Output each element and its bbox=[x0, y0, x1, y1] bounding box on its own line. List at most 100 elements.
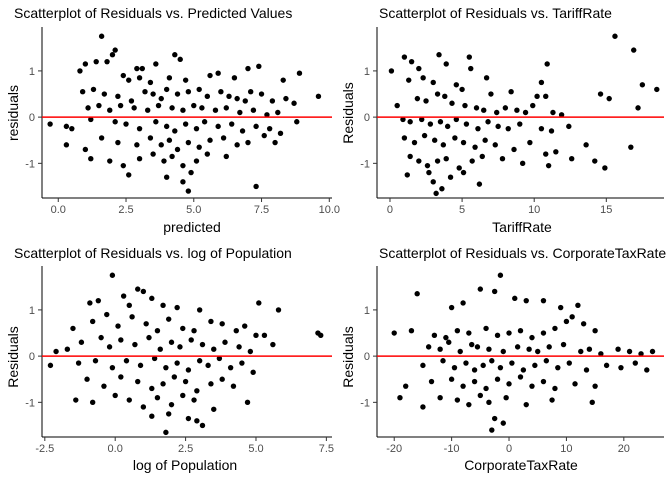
data-point bbox=[602, 165, 608, 171]
panel-title: Scatterplot of Residuals vs. log of Popu… bbox=[14, 245, 292, 261]
data-point bbox=[497, 272, 504, 278]
data-point bbox=[47, 362, 54, 369]
data-point bbox=[612, 33, 618, 39]
data-point bbox=[168, 401, 175, 408]
data-point bbox=[644, 367, 650, 373]
data-point bbox=[400, 116, 406, 123]
data-point bbox=[157, 346, 163, 352]
data-point bbox=[163, 123, 170, 130]
data-point bbox=[411, 139, 418, 146]
data-point bbox=[615, 346, 621, 352]
data-point bbox=[188, 337, 194, 343]
data-point bbox=[416, 158, 422, 164]
data-point bbox=[82, 61, 89, 67]
data-point bbox=[223, 105, 229, 111]
y-tick-label: 1 bbox=[364, 305, 370, 317]
data-point bbox=[538, 125, 545, 132]
data-point bbox=[546, 344, 552, 350]
data-point bbox=[87, 300, 93, 306]
data-point bbox=[149, 385, 155, 392]
data-point bbox=[269, 98, 276, 104]
data-point bbox=[63, 142, 70, 148]
data-point bbox=[117, 102, 124, 109]
data-point bbox=[471, 378, 478, 385]
data-point bbox=[174, 91, 181, 97]
x-axis-label: predicted bbox=[163, 219, 221, 235]
data-point bbox=[153, 119, 159, 125]
data-point bbox=[166, 75, 173, 81]
y-tick-label: 1 bbox=[364, 66, 370, 78]
data-point bbox=[196, 358, 203, 364]
data-point bbox=[79, 89, 86, 95]
data-point bbox=[506, 330, 512, 336]
data-point bbox=[519, 160, 526, 167]
data-point bbox=[231, 75, 238, 81]
data-point bbox=[134, 142, 140, 148]
data-point bbox=[64, 346, 71, 352]
data-point bbox=[443, 156, 449, 162]
data-point bbox=[253, 123, 259, 130]
data-point bbox=[566, 123, 572, 130]
data-point bbox=[414, 95, 421, 102]
data-point bbox=[428, 378, 435, 385]
data-point bbox=[491, 288, 498, 295]
data-point bbox=[527, 139, 533, 146]
data-point bbox=[136, 156, 143, 162]
data-point bbox=[291, 100, 297, 106]
panel-residuals-vs-log-population: Scatterplot of Residuals vs. log of Popu… bbox=[5, 245, 334, 473]
data-point bbox=[448, 304, 455, 311]
panel-residuals-vs-predicted: Scatterplot of Residuals vs. Predicted V… bbox=[5, 5, 340, 235]
data-point bbox=[137, 362, 144, 369]
data-point bbox=[491, 415, 498, 422]
data-point bbox=[177, 344, 183, 350]
data-point bbox=[180, 179, 186, 185]
data-point bbox=[171, 374, 178, 380]
x-tick-label: 15 bbox=[600, 204, 612, 216]
data-point bbox=[563, 318, 570, 325]
data-point bbox=[416, 65, 422, 72]
data-point bbox=[635, 105, 641, 111]
data-point bbox=[261, 132, 267, 139]
y-tick-label: -1 bbox=[25, 158, 35, 170]
y-tick-label: 0 bbox=[364, 112, 370, 124]
data-point bbox=[88, 156, 94, 162]
data-point bbox=[544, 61, 550, 67]
y-tick-label: 1 bbox=[29, 305, 35, 317]
data-point bbox=[154, 328, 161, 334]
data-point bbox=[407, 119, 413, 125]
data-point bbox=[440, 358, 446, 364]
data-point bbox=[123, 358, 130, 364]
data-point bbox=[446, 339, 452, 345]
data-point bbox=[208, 381, 214, 387]
data-point bbox=[433, 190, 439, 197]
data-point bbox=[511, 146, 517, 153]
data-point bbox=[95, 297, 102, 304]
data-point bbox=[135, 286, 141, 292]
data-point bbox=[443, 334, 449, 341]
data-point bbox=[247, 89, 254, 95]
data-point bbox=[104, 311, 110, 318]
data-point bbox=[454, 328, 461, 334]
data-point bbox=[77, 68, 83, 74]
data-point bbox=[169, 105, 175, 111]
y-axis-label: residuals bbox=[5, 85, 21, 141]
data-point bbox=[215, 123, 221, 130]
data-point bbox=[151, 355, 158, 362]
data-point bbox=[199, 422, 206, 429]
data-point bbox=[258, 91, 265, 97]
data-point bbox=[98, 334, 104, 341]
data-point bbox=[631, 47, 637, 53]
data-point bbox=[444, 123, 451, 130]
data-point bbox=[165, 411, 172, 417]
data-point bbox=[112, 119, 118, 125]
x-tick-label: 10 bbox=[528, 204, 540, 216]
data-point bbox=[107, 107, 113, 113]
data-point bbox=[132, 341, 138, 348]
data-point bbox=[453, 82, 460, 88]
data-point bbox=[517, 121, 523, 127]
data-point bbox=[414, 291, 420, 297]
data-point bbox=[318, 332, 324, 339]
panel-residuals-vs-corporatetaxrate: Scatterplot of Residuals vs. CorporateTa… bbox=[340, 245, 666, 473]
data-point bbox=[468, 65, 474, 72]
data-point bbox=[483, 75, 490, 81]
